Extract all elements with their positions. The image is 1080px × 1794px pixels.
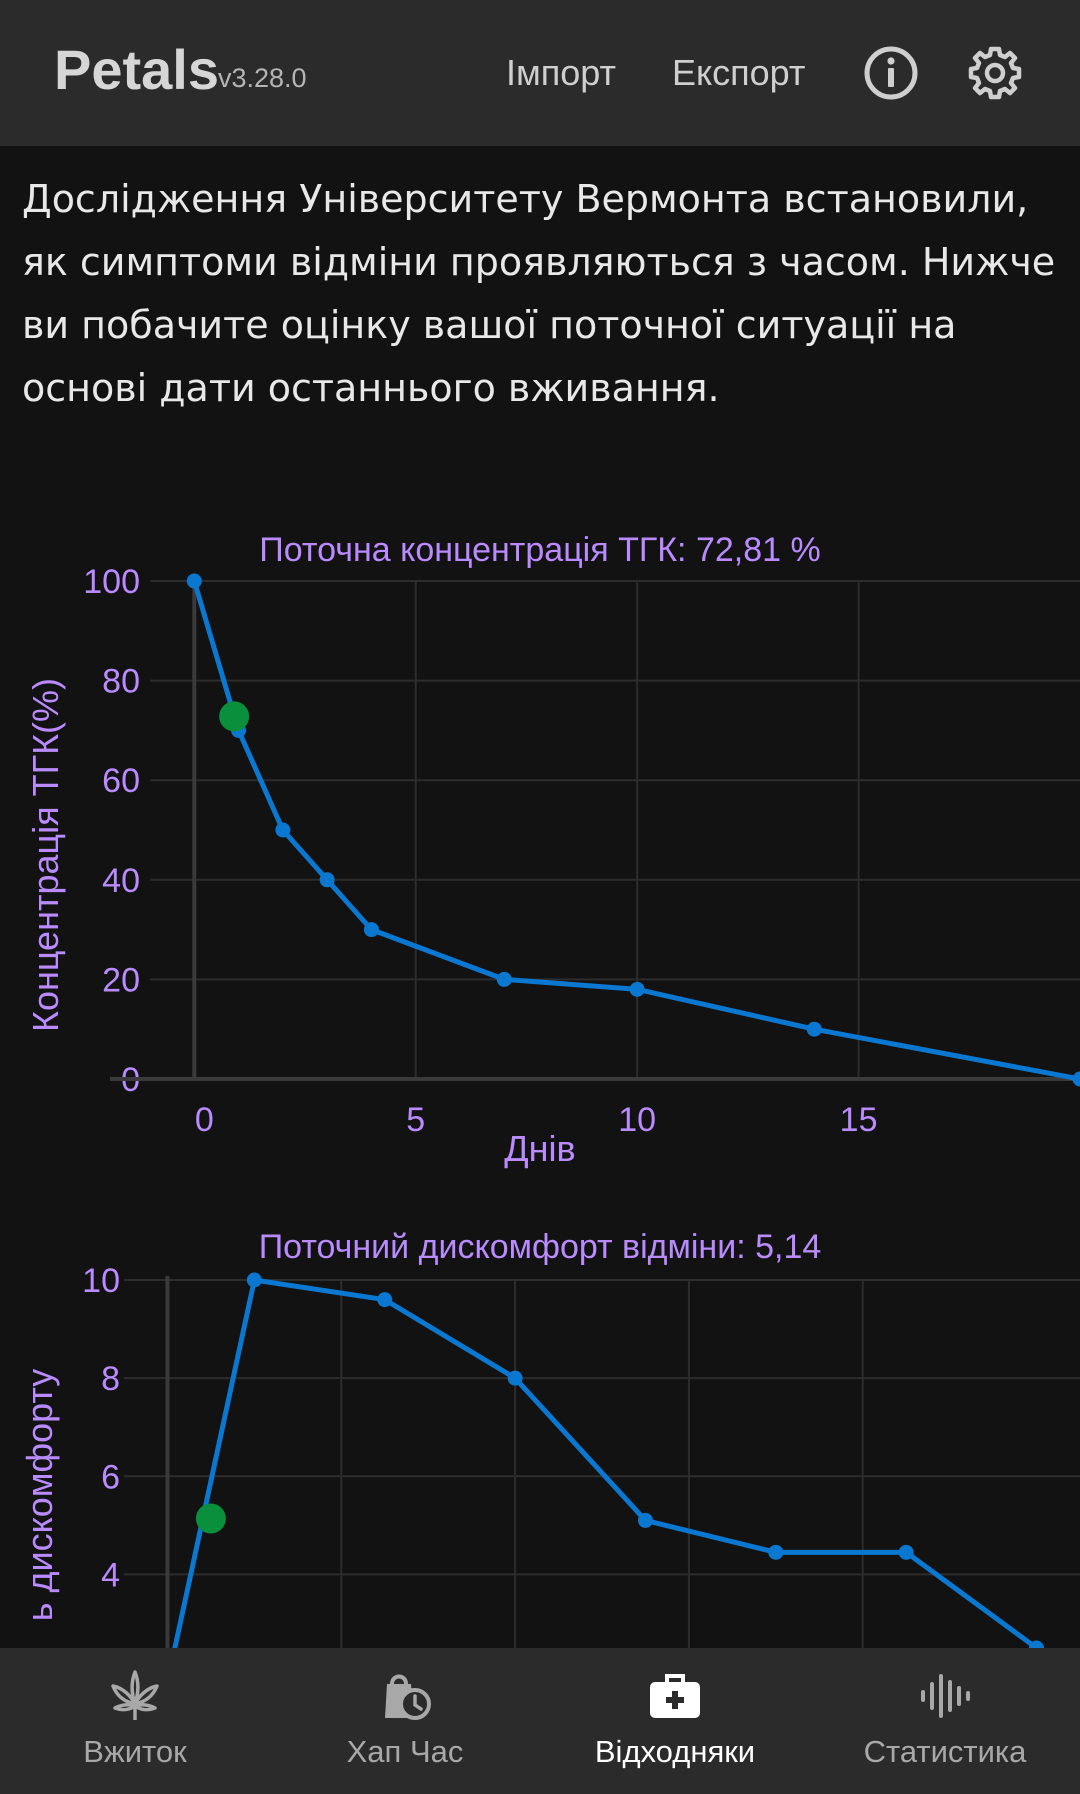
withdrawal-discomfort-chart: Поточний дискомфорт відміни: 5,14 4 6 8 10 ь …: [19, 1228, 1080, 1648]
cannabis-leaf-icon: [111, 1670, 159, 1720]
data-point: [898, 1544, 914, 1560]
data-point: [246, 1272, 262, 1288]
bag-clock-icon: [385, 1674, 431, 1720]
data-point: [275, 822, 291, 838]
waveform-icon: [921, 1674, 970, 1718]
series-line: [172, 1277, 1039, 1648]
chart-title: Поточний дискомфорт відміни: 5,14: [259, 1228, 822, 1266]
current-point-marker: [195, 1503, 226, 1534]
medical-kit-icon: [650, 1674, 700, 1718]
gear-icon[interactable]: [966, 44, 1024, 102]
data-point: [507, 1370, 523, 1386]
x-tick-label: 10: [618, 1101, 656, 1139]
app-header: Petals v3.28.0 Імпорт Експорт: [0, 0, 1080, 146]
nav-item-withdrawal[interactable]: Відходняки: [540, 1648, 810, 1794]
nav-label-usage: Вжиток: [83, 1734, 187, 1769]
data-point: [1029, 1640, 1045, 1648]
nav-item-usage[interactable]: Вжиток: [0, 1648, 270, 1794]
y-tick-label: 20: [102, 961, 140, 999]
data-point: [363, 922, 379, 938]
y-axis-title: Концентрація ТГК(%): [25, 678, 66, 1032]
y-tick-label: 6: [101, 1458, 120, 1496]
nav-item-hap-time[interactable]: Хап Час: [270, 1648, 540, 1794]
intro-text: Дослідження Університету Вермонта встано…: [22, 177, 1056, 410]
data-point: [319, 872, 335, 888]
x-tick-label: 5: [406, 1101, 425, 1139]
nav-item-statistics[interactable]: Статистика: [810, 1648, 1080, 1794]
bottom-navigation: Вжиток Хап Час Відходняки: [0, 1648, 1080, 1794]
y-tick-label: 100: [83, 563, 140, 601]
y-tick-label: 40: [102, 862, 140, 900]
nav-label-statistics: Статистика: [863, 1734, 1027, 1769]
data-point: [806, 1021, 822, 1037]
data-point: [377, 1292, 393, 1308]
thc-concentration-chart: Поточна концентрація ТГК: 72,81 % 0 20 40 60…: [25, 531, 1080, 1169]
nav-label-hap-time: Хап Час: [346, 1734, 464, 1769]
x-axis-title: Днів: [504, 1128, 575, 1169]
x-tick-label: 0: [195, 1101, 214, 1139]
export-button[interactable]: Експорт: [672, 52, 806, 93]
data-point: [1072, 1071, 1080, 1087]
current-point-marker: [219, 701, 250, 732]
data-point: [637, 1512, 653, 1528]
data-point: [186, 573, 202, 589]
import-button[interactable]: Імпорт: [506, 52, 616, 93]
y-tick-label: 10: [82, 1262, 120, 1300]
chart-title: Поточна концентрація ТГК: 72,81 %: [259, 531, 820, 569]
info-icon[interactable]: [862, 44, 920, 102]
data-point: [496, 971, 512, 987]
y-axis-title: ь дискомфорту: [19, 1369, 60, 1622]
app-version: v3.28.0: [218, 63, 307, 93]
y-tick-label: 60: [102, 762, 140, 800]
data-point: [768, 1544, 784, 1560]
y-tick-label: 4: [101, 1556, 120, 1594]
app-title: Petals: [54, 38, 219, 101]
y-tick-label: 8: [101, 1360, 120, 1398]
data-point: [629, 981, 645, 997]
nav-label-withdrawal: Відходняки: [594, 1734, 756, 1769]
y-tick-label: 80: [102, 663, 140, 701]
x-tick-label: 15: [840, 1101, 878, 1139]
